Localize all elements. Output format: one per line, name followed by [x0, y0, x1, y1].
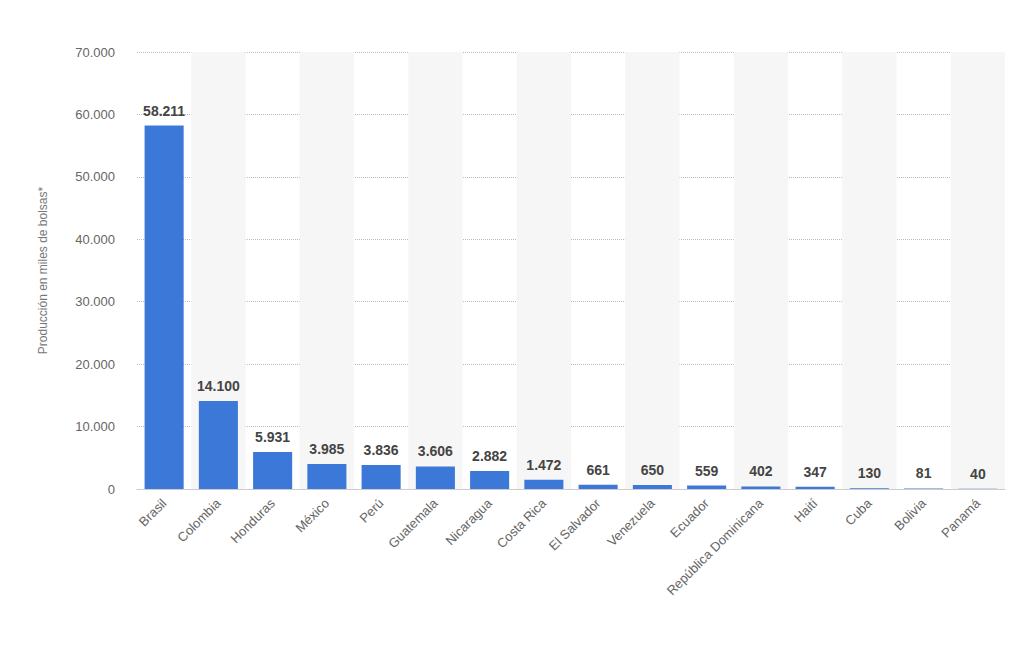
svg-text:402: 402	[749, 463, 773, 479]
svg-text:Honduras: Honduras	[228, 495, 279, 546]
svg-text:5.931: 5.931	[255, 429, 290, 445]
svg-text:Cuba: Cuba	[842, 495, 875, 528]
svg-text:347: 347	[803, 464, 827, 480]
svg-text:Costa Rica: Costa Rica	[494, 495, 550, 551]
svg-text:Brasil: Brasil	[136, 496, 170, 530]
svg-text:Bolivia: Bolivia	[891, 495, 929, 533]
svg-text:3.836: 3.836	[364, 442, 399, 458]
svg-text:50.000: 50.000	[75, 169, 115, 184]
svg-text:40: 40	[970, 466, 986, 482]
svg-text:81: 81	[916, 465, 932, 481]
svg-text:650: 650	[641, 462, 665, 478]
svg-text:Perú: Perú	[356, 496, 386, 526]
svg-text:40.000: 40.000	[75, 232, 115, 247]
svg-text:Colombia: Colombia	[174, 495, 224, 545]
svg-text:559: 559	[695, 463, 719, 479]
svg-text:El Salvador: El Salvador	[546, 495, 604, 553]
svg-text:130: 130	[858, 465, 882, 481]
svg-text:3.606: 3.606	[418, 443, 453, 459]
svg-text:República Dominicana: República Dominicana	[664, 495, 767, 598]
svg-text:Producción en miles de bolsas*: Producción en miles de bolsas*	[36, 186, 50, 354]
svg-text:30.000: 30.000	[75, 294, 115, 309]
svg-text:661: 661	[586, 462, 610, 478]
svg-text:Venezuela: Venezuela	[604, 495, 658, 549]
svg-text:1.472: 1.472	[526, 457, 561, 473]
svg-text:Nicaragua: Nicaragua	[442, 495, 495, 548]
svg-text:2.882: 2.882	[472, 448, 507, 464]
svg-text:58.211: 58.211	[143, 103, 185, 119]
svg-text:Ecuador: Ecuador	[667, 495, 712, 540]
svg-text:70.000: 70.000	[75, 45, 115, 60]
svg-text:3.985: 3.985	[309, 441, 344, 457]
svg-text:10.000: 10.000	[75, 419, 115, 434]
svg-text:20.000: 20.000	[75, 357, 115, 372]
svg-text:Guatemala: Guatemala	[385, 495, 441, 551]
svg-text:México: México	[292, 496, 332, 536]
svg-text:14.100: 14.100	[197, 378, 240, 394]
svg-text:Haití: Haití	[791, 495, 821, 525]
svg-text:Panamá: Panamá	[938, 495, 983, 540]
svg-text:0: 0	[108, 482, 115, 497]
svg-text:60.000: 60.000	[75, 107, 115, 122]
